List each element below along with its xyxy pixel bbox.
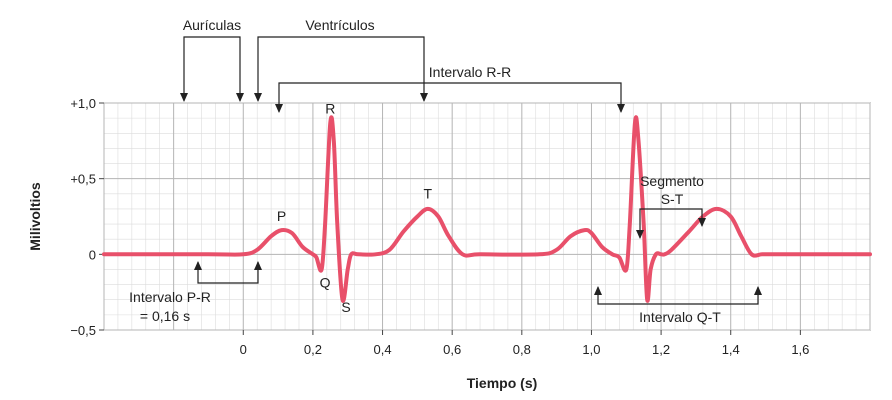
plot-area bbox=[103, 102, 871, 331]
ecg-trace bbox=[102, 115, 872, 303]
y-axis-label: Milivoltios bbox=[27, 182, 43, 251]
x-tick-label: 0 bbox=[240, 342, 247, 357]
st-arrow-right bbox=[698, 218, 706, 227]
y-tick-label: −0,5 bbox=[70, 323, 96, 338]
auriculas-arrow-left bbox=[180, 93, 188, 102]
pr-arrow-right bbox=[254, 261, 262, 270]
wave-label-q: Q bbox=[320, 275, 331, 291]
wave-labels: P R QS T bbox=[277, 101, 433, 315]
st-bracket bbox=[639, 208, 703, 238]
ventriculos-bracket bbox=[257, 36, 425, 101]
annotations: Aurículas Ventrículos Intervalo R-R Interva… bbox=[129, 17, 762, 325]
pr-label-line1: Intervalo P-R bbox=[129, 289, 211, 305]
rr-arrow-left bbox=[275, 104, 283, 113]
ventriculos-arrow-right bbox=[420, 93, 428, 102]
wave-label-p: P bbox=[277, 208, 286, 224]
qt-bracket bbox=[597, 287, 759, 305]
x-tick-label: 0,6 bbox=[443, 342, 461, 357]
x-tick-label: 0,2 bbox=[304, 342, 322, 357]
wave-label-t: T bbox=[424, 185, 433, 201]
auriculas-bracket bbox=[183, 36, 241, 101]
ventriculos-label: Ventrículos bbox=[305, 17, 374, 33]
qt-arrow-right bbox=[754, 286, 762, 295]
auriculas-label: Aurículas bbox=[183, 17, 241, 33]
y-tick-label: +1,0 bbox=[70, 96, 96, 111]
x-tick-label: 1,4 bbox=[722, 342, 740, 357]
rr-bracket bbox=[278, 82, 622, 112]
y-tick-labels: +1,0 +0,5 0 −0,5 bbox=[70, 96, 104, 338]
x-tick-label: 1,2 bbox=[652, 342, 670, 357]
y-tick-label: +0,5 bbox=[70, 172, 96, 187]
x-tick-label: 0,4 bbox=[374, 342, 392, 357]
rr-arrow-right bbox=[617, 104, 625, 113]
qt-label: Intervalo Q-T bbox=[639, 309, 721, 325]
qt-arrow-left bbox=[594, 286, 602, 295]
pr-label-line2: = 0,16 s bbox=[140, 308, 190, 324]
y-tick-label: 0 bbox=[89, 247, 96, 262]
x-axis-label: Tiempo (s) bbox=[467, 375, 538, 391]
st-arrow-left bbox=[636, 230, 644, 239]
pr-bracket bbox=[197, 262, 259, 284]
wave-label-s: S bbox=[341, 299, 350, 315]
ventriculos-arrow-left bbox=[254, 93, 262, 102]
auriculas-arrow-right bbox=[236, 93, 244, 102]
st-label-line1: Segmento bbox=[640, 173, 704, 189]
wave-label-r: R bbox=[325, 101, 335, 117]
pr-arrow-left bbox=[194, 261, 202, 270]
rr-label: Intervalo R-R bbox=[429, 64, 511, 80]
x-tick-label: 1,6 bbox=[791, 342, 809, 357]
st-label-line2: S-T bbox=[661, 191, 684, 207]
x-tick-label: 1,0 bbox=[582, 342, 600, 357]
x-tick-labels: 0 0,2 0,4 0,6 0,8 1,0 1,2 1,4 1,6 bbox=[240, 330, 809, 357]
x-tick-label: 0,8 bbox=[513, 342, 531, 357]
